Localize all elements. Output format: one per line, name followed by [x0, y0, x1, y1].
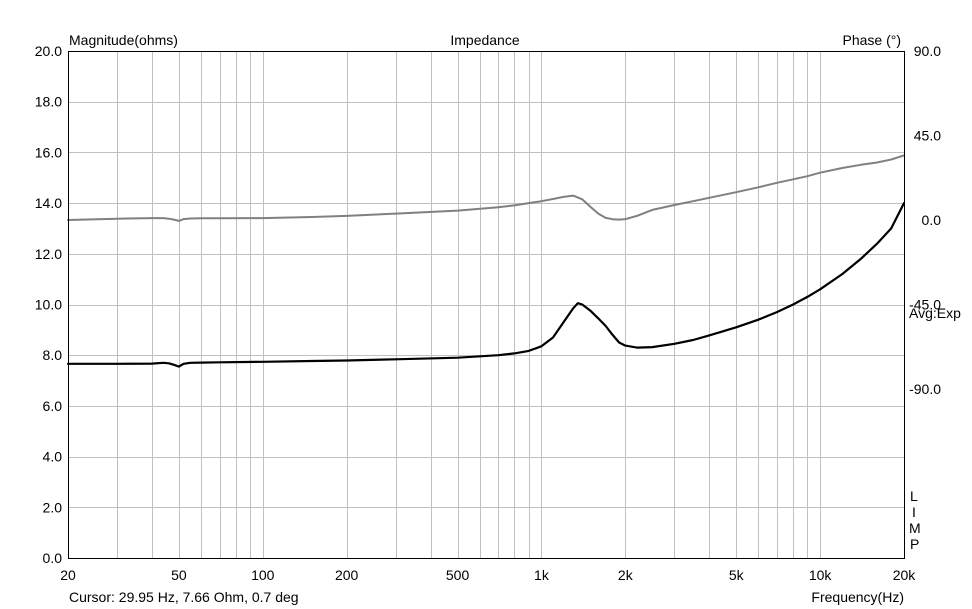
y2-tick-label: -90.0	[909, 381, 941, 397]
corner-label-l: L	[910, 488, 918, 504]
y2-tick-label: 45.0	[914, 128, 941, 144]
x-tick-label: 20k	[893, 567, 917, 583]
magnitude-series-line	[66, 202, 906, 368]
y2-tick-label: 90.0	[914, 43, 941, 59]
y-tick-label: 6.0	[43, 398, 63, 414]
x-tick-label: 10k	[809, 567, 833, 583]
y-tick-label: 10.0	[35, 297, 62, 313]
cursor-readout: Cursor: 29.95 Hz, 7.66 Ohm, 0.7 deg	[69, 589, 299, 605]
plot-frame	[68, 51, 905, 559]
y2-tick-label: 0.0	[922, 212, 942, 228]
y-tick-label: 18.0	[35, 94, 62, 110]
chart-title: Impedance	[450, 32, 519, 48]
x-tick-label: 1k	[534, 567, 550, 583]
phase-series-line	[67, 154, 905, 222]
x-tick-label: 20	[60, 567, 76, 583]
y2-tick-label: -45.0	[909, 297, 941, 313]
corner-label-m: M	[909, 520, 921, 536]
y-tick-label: 8.0	[43, 347, 63, 363]
avg-annotation: Avg:Exp	[909, 305, 961, 321]
x-tick-label: 100	[251, 567, 275, 583]
y-tick-label: 14.0	[35, 195, 62, 211]
x-tick-label: 200	[335, 567, 359, 583]
x-tick-label: 5k	[729, 567, 745, 583]
y-tick-label: 2.0	[43, 499, 63, 515]
y-axis-label: Magnitude(ohms)	[69, 32, 178, 48]
x-axis-label: Frequency(Hz)	[811, 589, 904, 605]
x-tick-label: 2k	[618, 567, 634, 583]
y-tick-label: 0.0	[43, 550, 63, 566]
series-layer	[66, 154, 906, 368]
y-tick-label: 4.0	[43, 449, 63, 465]
y-tick-label: 16.0	[35, 144, 62, 160]
y-tick-label: 20.0	[35, 43, 62, 59]
x-tick-label: 50	[171, 567, 187, 583]
tick-labels: 20 50 100 200 500 1k 2k 5k 10k 20k 0.0 2.0 4.0 6.0 8.0…	[35, 43, 941, 583]
x-tick-label: 500	[446, 567, 470, 583]
y-tick-label: 12.0	[35, 246, 62, 262]
corner-label-p: P	[910, 536, 919, 552]
y2-axis-label: Phase (°)	[842, 32, 901, 48]
corner-label-i: I	[912, 504, 916, 520]
